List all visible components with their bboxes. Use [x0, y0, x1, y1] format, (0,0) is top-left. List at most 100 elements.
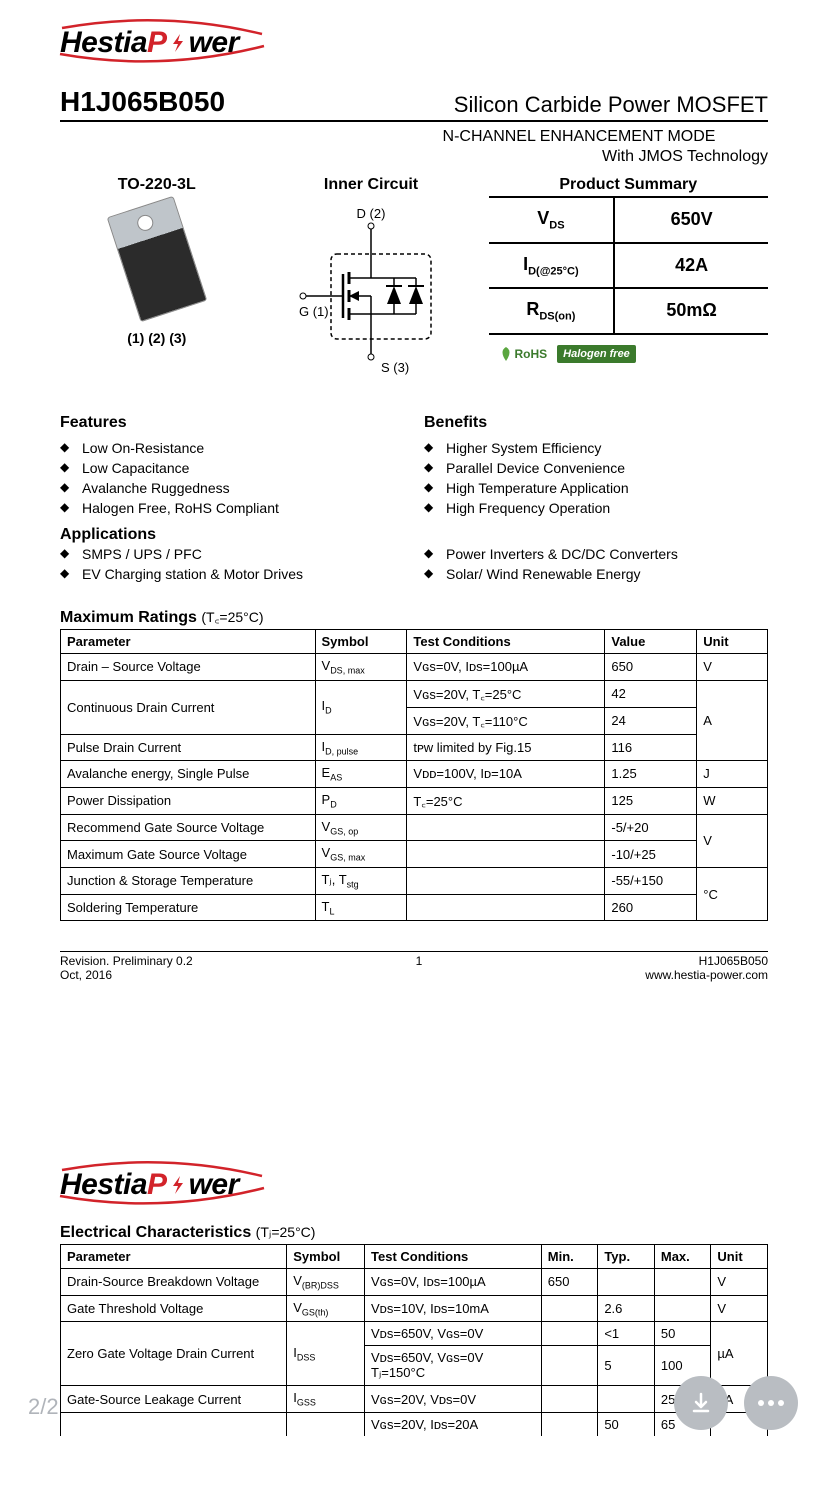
table-row: Junction & Storage Temperature Tⱼ, Tstg … [61, 867, 768, 894]
summary-param: RDS(on) [489, 288, 615, 334]
device-illustration [106, 196, 207, 322]
footer-right: H1J065B050 www.hestia-power.com [645, 954, 768, 982]
col-conditions: Test Conditions [407, 630, 605, 654]
features-title: Features [60, 414, 404, 432]
elec-char-table: Parameter Symbol Test Conditions Min. Ty… [60, 1244, 768, 1436]
company-logo: HestiaPwer [60, 20, 239, 66]
page-footer: Revision. Preliminary 0.2 Oct, 2016 1 H1… [60, 951, 768, 982]
company-logo: HestiaPwer [60, 1162, 239, 1208]
table-row: Continuous Drain Current ID Vɢs=20V, T꜀=… [61, 680, 768, 707]
download-icon [689, 1391, 713, 1415]
summary-column: Product Summary VDS 650V ID(@25°C) 42A R… [489, 176, 769, 384]
part-description: Silicon Carbide Power MOSFET [454, 92, 768, 118]
table-row: Power Dissipation PD T꜀=25°C 125 W [61, 787, 768, 814]
summary-table: VDS 650V ID(@25°C) 42A RDS(on) 50mΩ [489, 198, 769, 335]
pin-labels: (1) (2) (3) [127, 330, 186, 346]
date-text: Oct, 2016 [60, 968, 193, 982]
mosfet-schematic-icon: D (2) G (1) [291, 204, 451, 384]
summary-value: 42A [614, 243, 768, 289]
applications-row: SMPS / UPS / PFC EV Charging station & M… [60, 544, 768, 584]
footer-left: Revision. Preliminary 0.2 Oct, 2016 [60, 954, 193, 982]
table-header-row: Parameter Symbol Test Conditions Value U… [61, 630, 768, 654]
gate-label: G (1) [299, 304, 329, 319]
list-item: Low On-Resistance [60, 438, 404, 458]
summary-title: Product Summary [489, 176, 769, 198]
list-item: Solar/ Wind Renewable Energy [424, 564, 768, 584]
part-number: H1J065B050 [60, 86, 225, 118]
channel-mode: N-CHANNEL ENHANCEMENT MODE [390, 128, 768, 146]
table-row: Drain-Source Breakdown Voltage V(BR)DSS … [61, 1269, 768, 1296]
table-row: Avalanche energy, Single Pulse EAS Vᴅᴅ=1… [61, 761, 768, 788]
list-item: High Temperature Application [424, 478, 768, 498]
summary-row: VDS 650V [489, 198, 769, 243]
footer-part: H1J065B050 [645, 954, 768, 968]
source-label: S (3) [381, 360, 409, 375]
table-row: Soldering Temperature TL 260 [61, 894, 768, 921]
max-ratings-title: Maximum Ratings (T꜀=25°C) [60, 608, 768, 627]
summary-row: RDS(on) 50mΩ [489, 288, 769, 334]
col-symbol: Symbol [315, 630, 407, 654]
download-button[interactable] [674, 1376, 728, 1430]
table-row: Pulse Drain Current ID, pulse tᴘᴡ limite… [61, 734, 768, 761]
circuit-diagram: D (2) G (1) [264, 204, 479, 384]
applications-title: Applications [60, 526, 768, 544]
benefits-title: Benefits [424, 414, 768, 432]
table-row: Recommend Gate Source Voltage VGS, op -5… [61, 814, 768, 841]
list-item: Parallel Device Convenience [424, 458, 768, 478]
list-item: High Frequency Operation [424, 498, 768, 518]
list-item: Halogen Free, RoHS Compliant [60, 498, 404, 518]
package-image: (1) (2) (3) [60, 204, 254, 346]
circuit-column: Inner Circuit D (2) G (1) [264, 176, 479, 384]
logo-swoosh-icon [52, 1158, 272, 1208]
compliance-badges: RoHS Halogen free [489, 345, 769, 363]
datasheet-page-1: HestiaPwer H1J065B050 Silicon Carbide Po… [0, 0, 828, 1022]
list-item: SMPS / UPS / PFC [60, 544, 404, 564]
page-indicator: 2/2 [28, 1394, 59, 1420]
summary-param: VDS [489, 198, 615, 243]
table-row: Vɢs=20V, Iᴅs=20A 50 65 [61, 1412, 768, 1436]
benefits-list: Higher System Efficiency Parallel Device… [424, 438, 768, 518]
col-parameter: Parameter [61, 630, 316, 654]
table-row: Maximum Gate Source Voltage VGS, max -10… [61, 841, 768, 868]
package-column: TO-220-3L (1) (2) (3) [60, 176, 254, 384]
summary-value: 50mΩ [614, 288, 768, 334]
benefits-column: Benefits Higher System Efficiency Parall… [424, 414, 768, 518]
table-header-row: Parameter Symbol Test Conditions Min. Ty… [61, 1245, 768, 1269]
list-item: Power Inverters & DC/DC Converters [424, 544, 768, 564]
applications-left: SMPS / UPS / PFC EV Charging station & M… [60, 544, 404, 584]
header-row: H1J065B050 Silicon Carbide Power MOSFET [60, 86, 768, 122]
rohs-badge: RoHS [497, 345, 548, 363]
features-list: Low On-Resistance Low Capacitance Avalan… [60, 438, 404, 518]
circuit-title: Inner Circuit [264, 176, 479, 194]
page-number: 1 [193, 954, 646, 968]
col-unit: Unit [697, 630, 768, 654]
revision-text: Revision. Preliminary 0.2 [60, 954, 193, 968]
list-item: Higher System Efficiency [424, 438, 768, 458]
features-benefits: Features Low On-Resistance Low Capacitan… [60, 414, 768, 518]
elec-char-title: Electrical Characteristics (Tⱼ=25°C) [60, 1224, 768, 1242]
halogen-free-badge: Halogen free [557, 345, 636, 363]
footer-url: www.hestia-power.com [645, 968, 768, 982]
list-item: Avalanche Ruggedness [60, 478, 404, 498]
technology-note: With JMOS Technology [60, 148, 768, 166]
list-item: EV Charging station & Motor Drives [60, 564, 404, 584]
more-button[interactable] [744, 1376, 798, 1430]
table-row: Drain – Source Voltage VDS, max Vɢs=0V, … [61, 654, 768, 681]
summary-value: 650V [614, 198, 768, 243]
table-row: Zero Gate Voltage Drain Current IDSS Vᴅs… [61, 1322, 768, 1346]
max-ratings-table: Parameter Symbol Test Conditions Value U… [60, 629, 768, 921]
leaf-icon [497, 345, 515, 363]
applications-right: Power Inverters & DC/DC Converters Solar… [424, 544, 768, 584]
list-item: Low Capacitance [60, 458, 404, 478]
overview-section: TO-220-3L (1) (2) (3) Inner Circuit D (2… [60, 176, 768, 384]
drain-label: D (2) [357, 206, 386, 221]
table-row: Gate Threshold Voltage VGS(th) Vᴅs=10V, … [61, 1295, 768, 1322]
summary-param: ID(@25°C) [489, 243, 615, 289]
table-row: Gate-Source Leakage Current IGSS Vɢs=20V… [61, 1386, 768, 1413]
more-icon [757, 1399, 785, 1407]
package-title: TO-220-3L [60, 176, 254, 194]
col-value: Value [605, 630, 697, 654]
logo-swoosh-icon [52, 16, 272, 66]
features-column: Features Low On-Resistance Low Capacitan… [60, 414, 404, 518]
summary-row: ID(@25°C) 42A [489, 243, 769, 289]
